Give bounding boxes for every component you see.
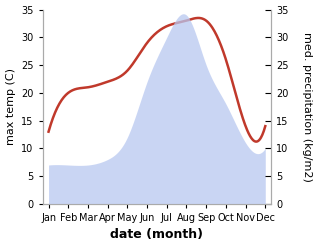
Y-axis label: max temp (C): max temp (C) (5, 68, 16, 145)
X-axis label: date (month): date (month) (110, 228, 204, 242)
Y-axis label: med. precipitation (kg/m2): med. precipitation (kg/m2) (302, 32, 313, 182)
